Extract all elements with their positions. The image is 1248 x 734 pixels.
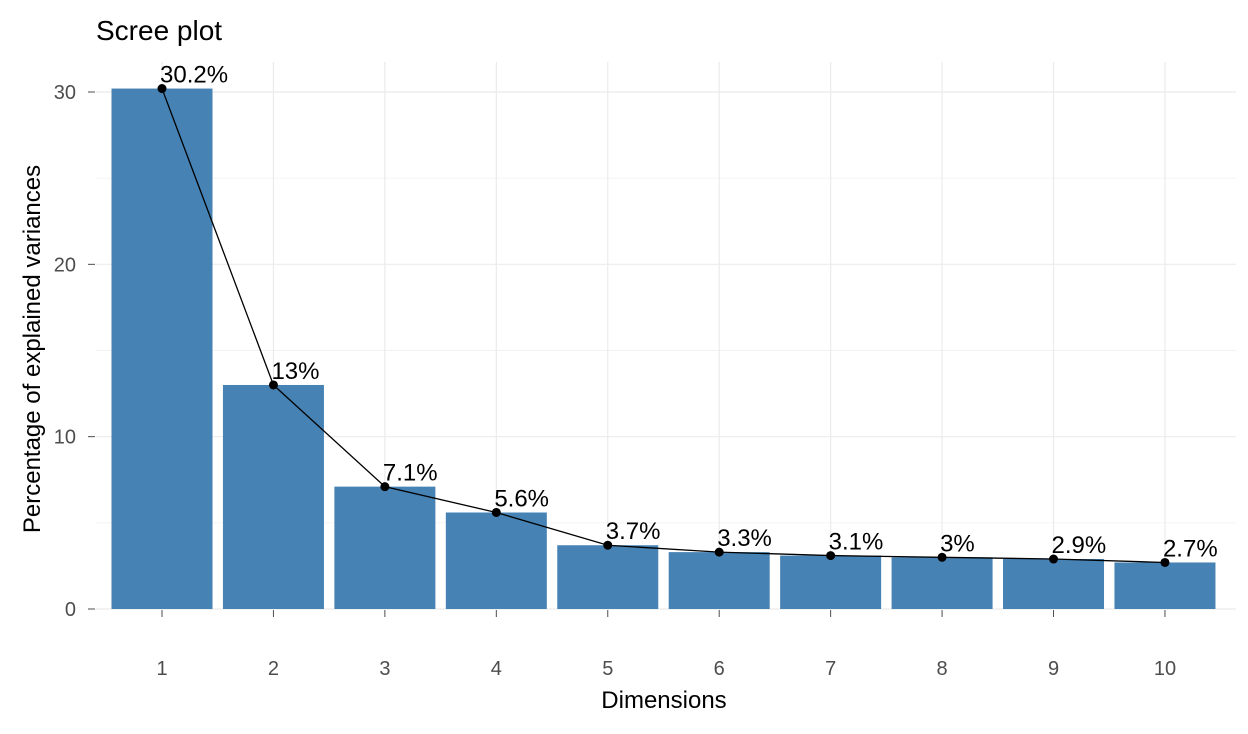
scree-point-4: [491, 507, 501, 517]
x-tick-label: 7: [825, 658, 836, 680]
data-label-6: 3.3%: [717, 525, 772, 552]
data-label-5: 3.7%: [606, 518, 661, 545]
bar-dimension-7: [780, 555, 882, 609]
y-axis-title: Percentage of explained variances: [19, 165, 46, 533]
y-tick-label: 0: [65, 599, 76, 621]
bar-dimension-3: [334, 486, 436, 609]
data-label-1: 30.2%: [160, 62, 228, 89]
x-axis-title: Dimensions: [601, 687, 726, 714]
data-label-9: 2.9%: [1052, 532, 1107, 559]
data-label-2: 13%: [271, 358, 319, 385]
scree-point-3: [380, 482, 390, 492]
scree-point-6: [714, 547, 724, 557]
data-label-7: 3.1%: [829, 529, 884, 556]
x-tick-label: 2: [268, 658, 279, 680]
x-tick-label: 5: [602, 658, 613, 680]
bar-dimension-10: [1114, 562, 1216, 609]
grid-layer: [96, 62, 1236, 610]
bar-dimension-9: [1003, 559, 1105, 609]
data-label-4: 5.6%: [494, 485, 549, 512]
data-label-3: 7.1%: [383, 460, 438, 487]
data-labels-layer: 30.2% 13% 7.1% 5.6% 3.7% 3.3% 3.1% 3% 2.9% 2.7%: [160, 62, 1218, 563]
bar-dimension-8: [891, 557, 993, 609]
x-tick-label: 8: [937, 658, 948, 680]
chart-title: Scree plot: [96, 15, 222, 46]
x-tick-label: 10: [1154, 658, 1176, 680]
x-tick-label: 1: [156, 658, 167, 680]
x-tick-label: 9: [1048, 658, 1059, 680]
x-tick-label: 4: [491, 658, 502, 680]
bar-dimension-2: [222, 384, 324, 609]
y-tick-label: 30: [54, 82, 76, 104]
data-label-10: 2.7%: [1163, 535, 1218, 562]
bar-dimension-6: [668, 552, 770, 609]
bar-dimension-1: [111, 88, 213, 609]
y-tick-label: 20: [54, 254, 76, 276]
scree-point-7: [826, 551, 836, 561]
scree-point-1: [157, 84, 167, 94]
bar-dimension-4: [445, 512, 547, 609]
trend-line-layer: [157, 84, 1170, 567]
scree-point-9: [1049, 554, 1059, 564]
y-tick-label: 10: [54, 427, 76, 449]
bars-layer: [111, 88, 1216, 609]
x-tick-label: 3: [379, 658, 390, 680]
x-tick-label: 6: [714, 658, 725, 680]
scree-point-5: [603, 540, 613, 550]
scree-point-10: [1160, 557, 1170, 567]
data-label-8: 3%: [940, 530, 975, 557]
scree-point-2: [268, 380, 278, 390]
scree-line: [161, 88, 1165, 564]
axis-layer: 0 10 20 30 1 2 3 4 5 6 7 8 9 10: [54, 82, 1176, 680]
scree-point-8: [937, 552, 947, 562]
bar-dimension-5: [557, 545, 659, 609]
